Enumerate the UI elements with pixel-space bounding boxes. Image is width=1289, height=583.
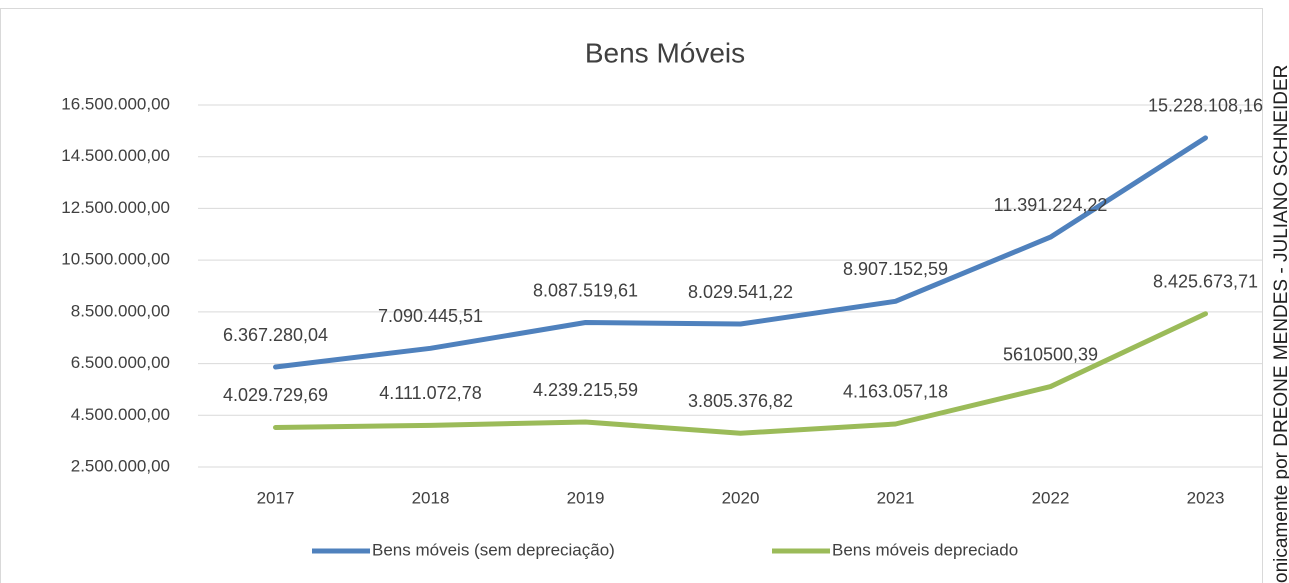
y-tick-label: 16.500.000,00 <box>61 94 170 113</box>
data-label: 4.163.057,18 <box>843 382 948 402</box>
legend-label: Bens móveis depreciado <box>832 540 1018 559</box>
y-tick-label: 2.500.000,00 <box>71 456 170 475</box>
data-label: 5610500,39 <box>1003 344 1098 364</box>
data-label: 8.087.519,61 <box>533 280 638 300</box>
x-tick-label: 2020 <box>722 488 760 507</box>
y-tick-label: 12.500.000,00 <box>61 198 170 217</box>
data-label: 4.029.729,69 <box>223 385 328 405</box>
data-label: 3.805.376,82 <box>688 391 793 411</box>
x-tick-label: 2021 <box>877 488 915 507</box>
data-label: 8.907.152,59 <box>843 259 948 279</box>
x-tick-label: 2019 <box>567 488 605 507</box>
data-label: 8.425.673,71 <box>1153 272 1258 292</box>
data-label: 11.391.224,22 <box>994 195 1108 215</box>
y-tick-label: 8.500.000,00 <box>71 301 170 320</box>
legend-label: Bens móveis (sem depreciação) <box>372 540 615 559</box>
data-label: 15.228.108,16 <box>1148 96 1263 116</box>
data-label: 4.111.072,78 <box>379 383 481 403</box>
y-tick-label: 4.500.000,00 <box>71 405 170 424</box>
chart-border <box>0 8 1263 583</box>
x-tick-label: 2022 <box>1032 488 1070 507</box>
y-tick-label: 10.500.000,00 <box>61 250 170 269</box>
side-text: onicamente por DREONE MENDES - JULIANO S… <box>1271 65 1289 583</box>
x-tick-label: 2017 <box>257 488 295 507</box>
y-tick-label: 6.500.000,00 <box>71 353 170 372</box>
data-label: 6.367.280,04 <box>223 325 328 345</box>
data-label: 8.029.541,22 <box>688 282 793 302</box>
x-tick-label: 2023 <box>1187 488 1225 507</box>
x-tick-label: 2018 <box>412 488 450 507</box>
data-label: 7.090.445,51 <box>378 306 483 326</box>
chart-title: Bens Móveis <box>585 37 745 68</box>
y-tick-label: 14.500.000,00 <box>61 146 170 165</box>
data-label: 4.239.215,59 <box>533 380 638 400</box>
series-line <box>273 135 1208 370</box>
series-line <box>273 311 1208 436</box>
